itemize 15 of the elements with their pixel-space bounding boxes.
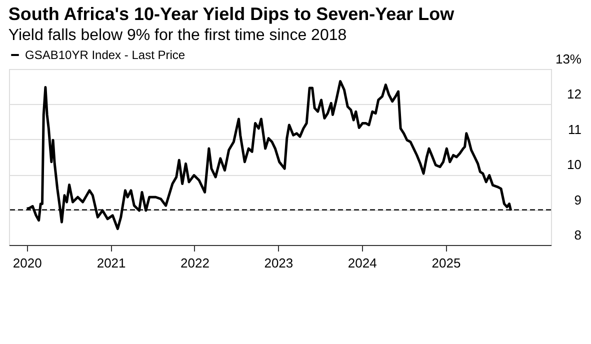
y-tick-label: 9 xyxy=(574,192,582,208)
x-tick-label: 2025 xyxy=(432,256,461,270)
y-tick-label: 11 xyxy=(568,122,582,137)
chart-subtitle: Yield falls below 9% for the first time since 2018 xyxy=(8,27,347,44)
x-tick-label: 2024 xyxy=(348,256,377,270)
x-tick-label: 2021 xyxy=(96,256,126,270)
x-tick-label: 2023 xyxy=(264,256,294,270)
y-tick-label: 13% xyxy=(555,52,582,66)
legend-label: GSAB10YR Index - Last Price xyxy=(25,48,186,62)
chart-title: South Africa's 10-Year Yield Dips to Seven-Year Low xyxy=(8,4,456,24)
y-tick-label: 8 xyxy=(574,228,582,242)
y-tick-label: 12 xyxy=(567,86,582,102)
x-tick-label: 2022 xyxy=(180,256,210,270)
x-tick-label: 2020 xyxy=(12,256,42,270)
y-tick-label: 10 xyxy=(567,157,582,172)
